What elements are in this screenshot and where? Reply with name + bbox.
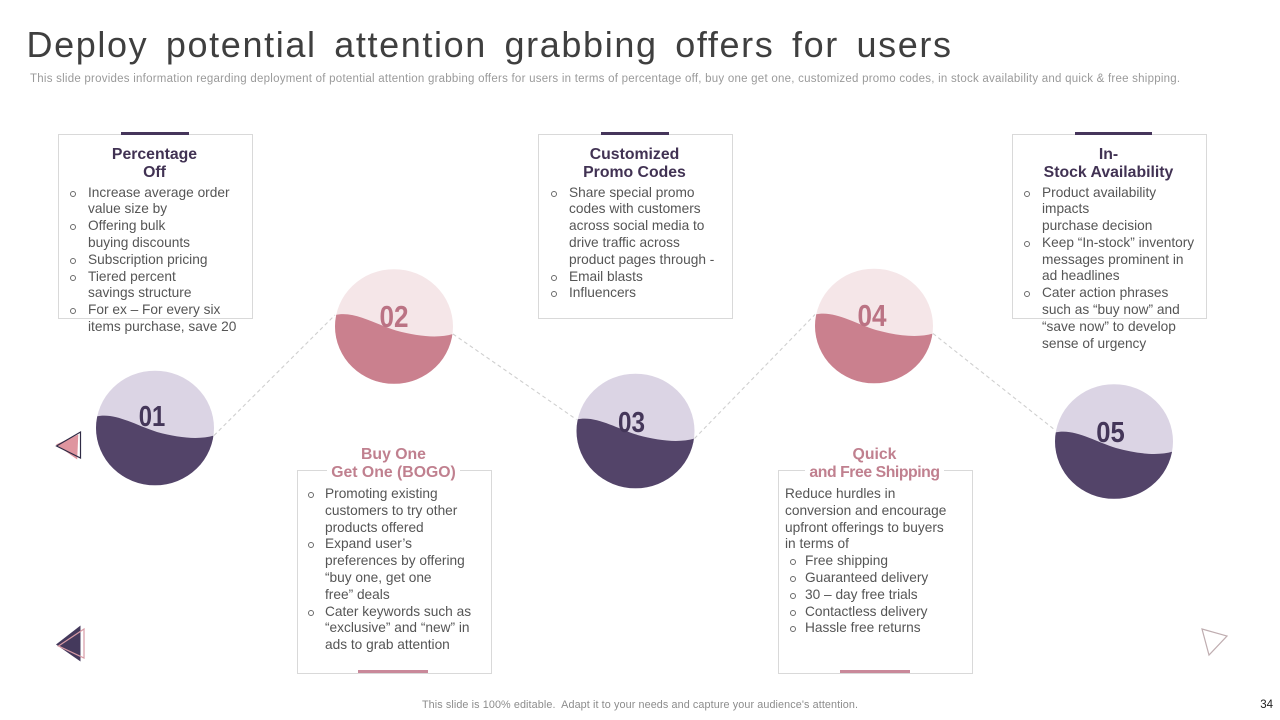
svg-text:03: 03 — [618, 407, 645, 439]
svg-text:01: 01 — [139, 401, 166, 433]
svg-text:04: 04 — [858, 299, 887, 333]
svg-text:05: 05 — [1096, 417, 1125, 449]
svg-text:02: 02 — [380, 300, 409, 334]
